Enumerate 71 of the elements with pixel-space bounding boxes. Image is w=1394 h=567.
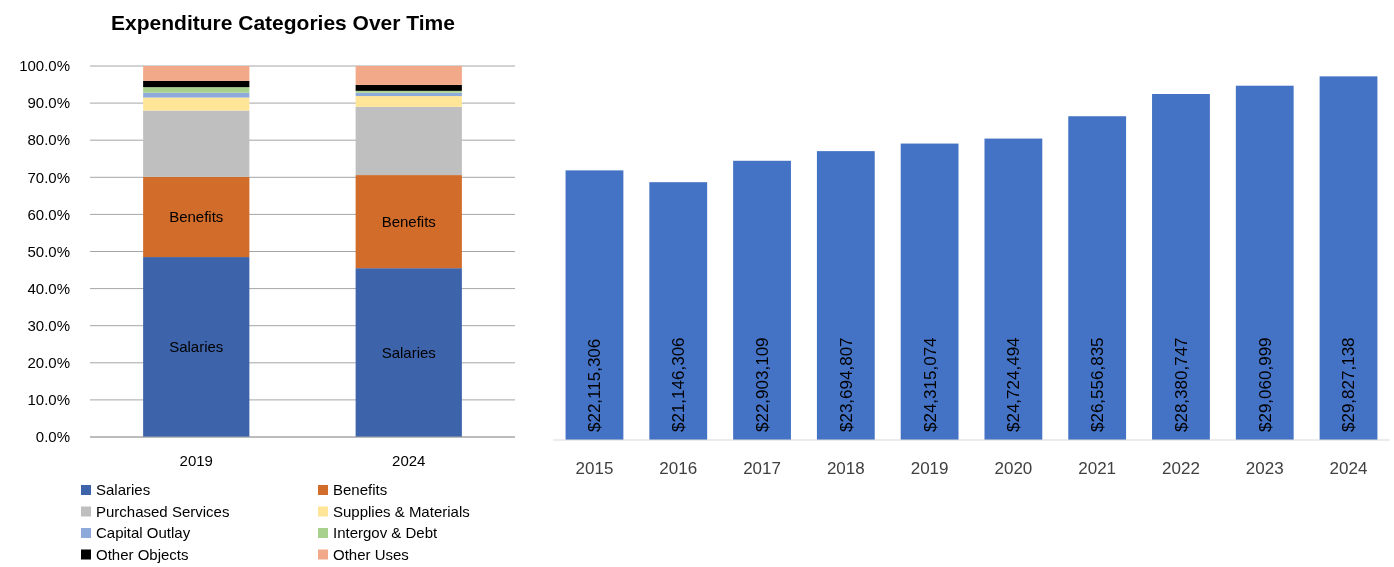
bar — [355, 84, 462, 91]
y-tick-label: 40.0% — [27, 279, 70, 297]
data-label: $23,694,807 — [836, 337, 856, 432]
bar — [984, 138, 1043, 440]
bar — [143, 80, 250, 88]
bar — [355, 92, 462, 97]
bar — [143, 257, 250, 437]
x-tick-label: 2020 — [994, 459, 1033, 478]
x-tick-label: 2018 — [826, 459, 865, 478]
bar — [143, 92, 250, 98]
legend-label: Intergov & Debt — [333, 524, 439, 542]
bar — [143, 87, 250, 93]
bar — [649, 182, 708, 440]
data-label: $29,827,138 — [1339, 337, 1359, 432]
legend-label: Salaries — [96, 481, 151, 499]
y-tick-label: 90.0% — [27, 94, 70, 112]
legend-label: Supplies & Materials — [333, 502, 470, 520]
bar — [1068, 116, 1127, 440]
bar — [355, 268, 462, 437]
data-label: $24,724,494 — [1004, 337, 1024, 432]
x-tick-label: 2017 — [743, 459, 781, 478]
x-tick-label: 2019 — [910, 459, 949, 478]
legend-label: Other Objects — [96, 545, 189, 563]
bar — [355, 106, 462, 176]
bar — [143, 97, 250, 111]
y-tick-label: 50.0% — [27, 242, 70, 260]
bar — [1319, 76, 1378, 440]
bar — [900, 143, 959, 440]
y-tick-label: 80.0% — [27, 131, 70, 149]
y-tick-label: 0.0% — [35, 428, 70, 446]
x-tick-label: 2021 — [1078, 459, 1117, 478]
x-tick-label: 2024 — [1329, 459, 1368, 478]
bar — [355, 96, 462, 107]
y-tick-label: 100.0% — [19, 57, 70, 75]
bar — [143, 66, 250, 81]
bar — [1152, 94, 1210, 440]
bar — [565, 170, 624, 440]
x-tick-label: 2019 — [179, 452, 213, 469]
bar — [733, 160, 791, 440]
x-tick-label: 2016 — [659, 459, 698, 478]
y-tick-label: 30.0% — [27, 316, 70, 334]
x-tick-label: 2015 — [575, 459, 614, 478]
bar — [355, 66, 462, 85]
chart-title: Expenditure Categories Over Time — [111, 11, 455, 34]
data-label: $22,115,306 — [585, 338, 605, 432]
y-tick-label: 60.0% — [27, 205, 70, 223]
text: Benefits — [169, 208, 224, 226]
legend-label: Benefits — [333, 481, 388, 499]
bar — [816, 151, 875, 440]
x-tick-label: 2023 — [1245, 459, 1284, 478]
data-label: $22,903,109 — [752, 337, 772, 432]
y-tick-label: 70.0% — [27, 168, 70, 186]
bar — [355, 175, 462, 269]
data-label: $28,380,747 — [1171, 337, 1191, 432]
data-label: $26,556,835 — [1088, 337, 1108, 432]
legend-label: Purchased Services — [96, 502, 230, 520]
bar — [1235, 85, 1294, 440]
x-tick-label: 2022 — [1162, 459, 1200, 478]
legend-label: Other Uses — [333, 545, 409, 563]
text: Salaries — [169, 338, 224, 356]
data-label: $29,060,999 — [1255, 337, 1275, 432]
y-tick-label: 10.0% — [27, 391, 70, 409]
text: Benefits — [381, 212, 436, 230]
bar — [143, 176, 250, 258]
data-label: $21,146,306 — [669, 337, 689, 432]
legend-label: Capital Outlay — [96, 524, 191, 542]
bar — [143, 110, 250, 177]
data-label: $24,315,074 — [920, 337, 940, 432]
x-tick-label: 2024 — [392, 452, 426, 469]
text: Salaries — [381, 343, 436, 361]
y-tick-label: 20.0% — [27, 354, 70, 372]
